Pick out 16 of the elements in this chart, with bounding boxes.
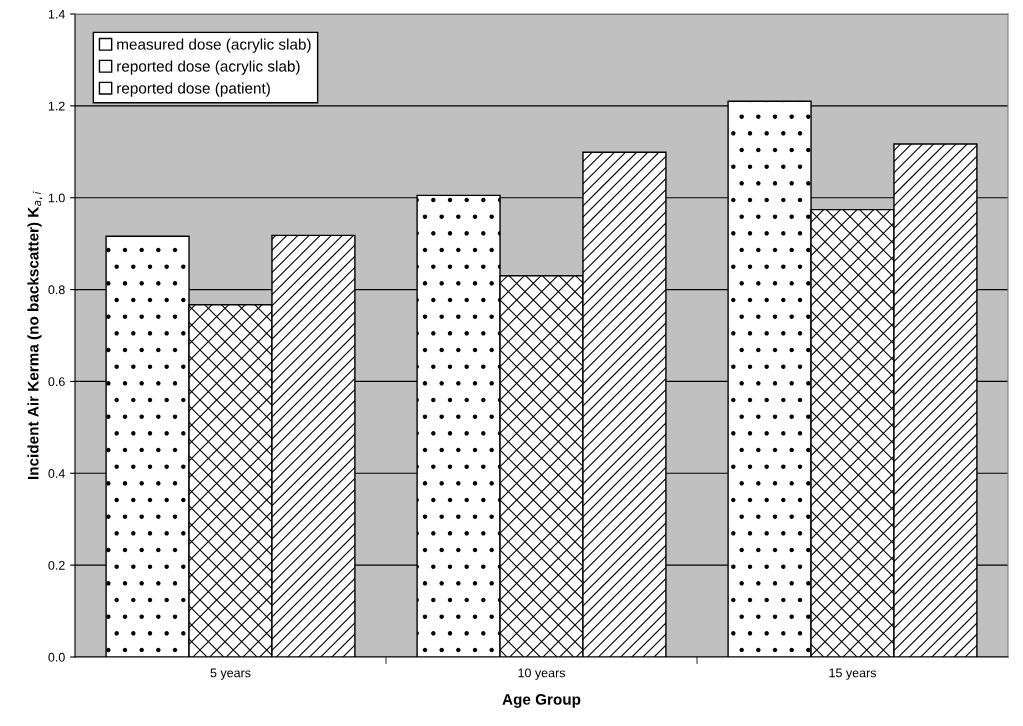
legend-label: reported dose (acrylic slab)	[117, 60, 300, 75]
x-tick-label: 10 years	[518, 668, 566, 680]
legend-label: reported dose (patient)	[117, 82, 270, 97]
y-tick-label: 0.8	[48, 285, 65, 295]
y-tick-label: 0.2	[48, 560, 65, 570]
y-tick-label: 0.4	[48, 469, 65, 478]
x-tick-label: 15 years	[829, 668, 877, 680]
y-axis-title: Incident Air Kerma (no backscatter) K$_{a,i}$	[27, 191, 43, 480]
x-axis-title: Age Group	[502, 693, 581, 708]
legend-label: measured dose (acrylic slab)	[117, 38, 311, 53]
y-tick-label: 0.6	[48, 377, 65, 387]
y-tick-label: 1.2	[48, 101, 65, 111]
x-tick-label: 5 years	[210, 668, 251, 680]
y-tick-label: 1.4	[48, 9, 65, 19]
y-tick-label: 0.0	[48, 652, 65, 662]
y-tick-label: 1.0	[48, 193, 65, 203]
